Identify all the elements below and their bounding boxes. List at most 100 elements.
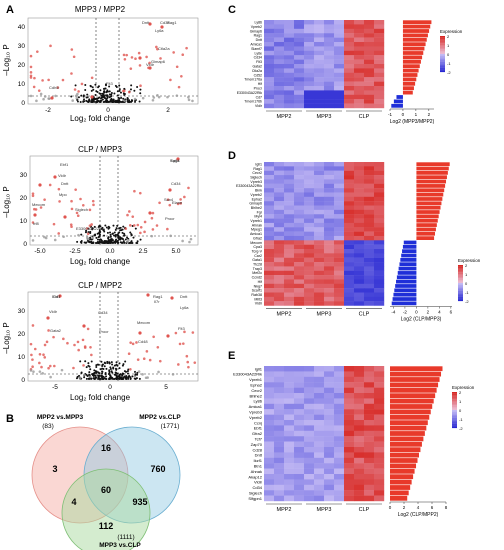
data-point [126, 100, 129, 103]
data-point [119, 91, 122, 94]
gene-label: Procr [99, 329, 109, 334]
bar [402, 68, 419, 73]
heatmap-cell [354, 99, 365, 104]
data-point [38, 352, 42, 356]
heatmap-cell [294, 275, 305, 280]
data-point [130, 99, 133, 102]
heatmap-cell [324, 387, 335, 394]
legend-swatch [440, 66, 445, 68]
heatmap-cell [334, 37, 345, 43]
bar [402, 249, 417, 254]
volcano-xlabel: Log₂ fold change [70, 257, 131, 266]
heatmap-cell [344, 425, 355, 431]
heatmap-cell [284, 192, 295, 197]
data-point [33, 76, 36, 80]
heatmap-cell [264, 183, 275, 189]
heatmap-cell [344, 403, 355, 410]
heatmap-cell [294, 366, 305, 372]
heatmap-cell [324, 175, 335, 180]
bar [402, 73, 418, 77]
legend-swatch [452, 400, 457, 402]
data-point [170, 296, 174, 300]
gene-label: Vpreb2 [250, 193, 262, 197]
legend-tick-label: -1 [459, 417, 463, 422]
heatmap-cell [294, 64, 305, 69]
heatmap-cell [334, 175, 345, 180]
data-point [127, 90, 131, 94]
data-point [175, 94, 179, 97]
data-point [136, 223, 140, 227]
x-tick-label: 0 [106, 107, 110, 114]
heatmap-cell [284, 262, 295, 267]
heatmap-cell [344, 175, 355, 180]
data-point [117, 236, 120, 239]
heatmap-cell [274, 46, 285, 51]
heatmap-cell [264, 175, 275, 180]
heatmap-cell [364, 28, 375, 34]
heatmap-cell [354, 90, 365, 95]
heatmap-cell [354, 33, 365, 38]
heatmap-cell [264, 81, 275, 87]
heatmap-cell [334, 64, 345, 69]
gene-label: Car2 [254, 254, 262, 258]
data-point [114, 100, 117, 103]
heatmap-cell [264, 275, 275, 280]
heatmap-cell [314, 279, 325, 284]
heatmap-cell [374, 240, 385, 245]
bar [395, 284, 417, 288]
heatmap-cell [374, 288, 385, 293]
x-tick-label: 5.0 [171, 248, 180, 255]
legend-swatch [452, 412, 457, 414]
bar-tick-label: 8 [445, 505, 448, 510]
data-point [72, 366, 75, 370]
heatmap-cell [334, 296, 345, 302]
heatmap-cell [334, 484, 345, 491]
heatmap-cell [284, 270, 295, 276]
data-point [90, 223, 93, 226]
heatmap-cell [364, 387, 375, 394]
heatmap-cell [364, 42, 375, 47]
heatmap-cell [334, 376, 345, 383]
heatmap-cell [264, 77, 275, 82]
data-point [166, 227, 169, 231]
heatmap-cell [354, 227, 365, 232]
data-point [141, 96, 145, 100]
heatmap-cell [374, 166, 385, 171]
heatmap-cell [334, 387, 345, 394]
heatmap-cell [344, 170, 355, 176]
heatmap-cell [304, 301, 315, 306]
heatmap-cell [314, 463, 325, 469]
heatmap-cell [274, 288, 285, 293]
heatmap-cell [304, 262, 315, 267]
heatmap-cell [314, 484, 325, 491]
heatmap-cell [364, 209, 375, 215]
gene-label: Rag1 [253, 167, 262, 171]
heatmap-cell [264, 447, 275, 453]
heatmap-cell [294, 209, 305, 215]
data-point [179, 198, 182, 201]
heatmap-cell [304, 50, 315, 56]
heatmap-cell [304, 249, 315, 254]
data-point [134, 227, 137, 230]
data-point [106, 90, 109, 93]
gene-label: Mllt3 [254, 297, 262, 301]
data-point [86, 237, 90, 241]
bar [390, 441, 422, 447]
venn-set2-name: MPP2 vs.CLP [139, 414, 181, 421]
heatmap-cell [374, 218, 385, 224]
data-point [143, 220, 147, 224]
data-point [169, 234, 172, 238]
data-point [100, 94, 103, 97]
heatmap-cell [264, 479, 275, 485]
heatmap-cell [354, 20, 365, 25]
legend-swatch [440, 55, 445, 57]
data-point [133, 370, 136, 373]
data-point [141, 373, 144, 376]
gene-label: Ly6e [255, 51, 263, 55]
gene-label: Flt3 [178, 326, 185, 331]
y-tick-label: 0 [21, 100, 25, 107]
data-point [118, 89, 121, 92]
legend-swatch [440, 69, 445, 71]
data-point [85, 366, 88, 369]
heatmap-cell [344, 90, 355, 95]
